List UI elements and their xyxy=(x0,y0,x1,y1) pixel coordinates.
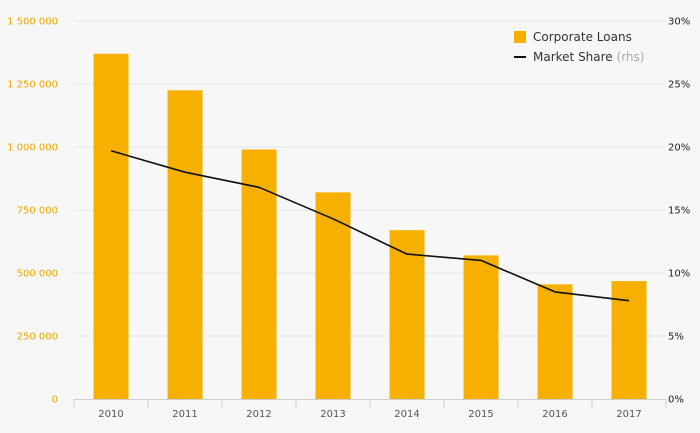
bar-2013 xyxy=(315,192,351,399)
legend-item-corporate-loans: Corporate Loans xyxy=(514,27,644,47)
y-left-tick-label: 1 500 000 xyxy=(7,17,58,28)
y-right-tick-label: 30% xyxy=(668,17,690,28)
x-tick-label-2015: 2015 xyxy=(468,409,493,420)
legend-label-rhs-note: (rhs) xyxy=(616,50,645,64)
legend-label-market-share: Market Share xyxy=(533,50,613,64)
y-right-tick-label: 5% xyxy=(668,332,684,343)
x-tick-label-2014: 2014 xyxy=(394,409,419,420)
y-right-tick-label: 0% xyxy=(668,395,684,406)
x-tick-label-2011: 2011 xyxy=(172,409,197,420)
legend-bar-swatch xyxy=(514,31,526,43)
y-right-tick-label: 10% xyxy=(668,269,690,280)
y-left-tick-label: 1 250 000 xyxy=(7,80,58,91)
x-tick-label-2012: 2012 xyxy=(246,409,271,420)
legend-label-corporate-loans: Corporate Loans xyxy=(533,30,632,44)
series-line-market-share xyxy=(110,150,630,302)
bar-2016 xyxy=(537,284,573,399)
y-left-tick-label: 250 000 xyxy=(17,332,58,343)
y-left-tick-label: 0 xyxy=(52,395,58,406)
y-right-tick-label: 25% xyxy=(668,80,690,91)
bar-2014 xyxy=(389,230,425,399)
legend-item-market-share: Market Share (rhs) xyxy=(514,47,644,67)
y-left-tick-label: 1 000 000 xyxy=(7,143,58,154)
bar-2010 xyxy=(93,53,129,399)
x-tick-label-2017: 2017 xyxy=(616,409,641,420)
x-tick-label-2013: 2013 xyxy=(320,409,345,420)
y-left-tick-label: 500 000 xyxy=(17,269,58,280)
x-tick-label-2010: 2010 xyxy=(98,409,123,420)
legend: Corporate Loans Market Share (rhs) xyxy=(514,27,644,67)
bar-2011 xyxy=(167,90,203,400)
bar-2012 xyxy=(241,149,277,399)
y-left-tick-label: 750 000 xyxy=(17,206,58,217)
y-right-tick-label: 20% xyxy=(668,143,690,154)
legend-line-swatch xyxy=(514,56,526,58)
x-tick-label-2016: 2016 xyxy=(542,409,567,420)
y-right-tick-label: 15% xyxy=(668,206,690,217)
bar-2015 xyxy=(463,255,499,399)
